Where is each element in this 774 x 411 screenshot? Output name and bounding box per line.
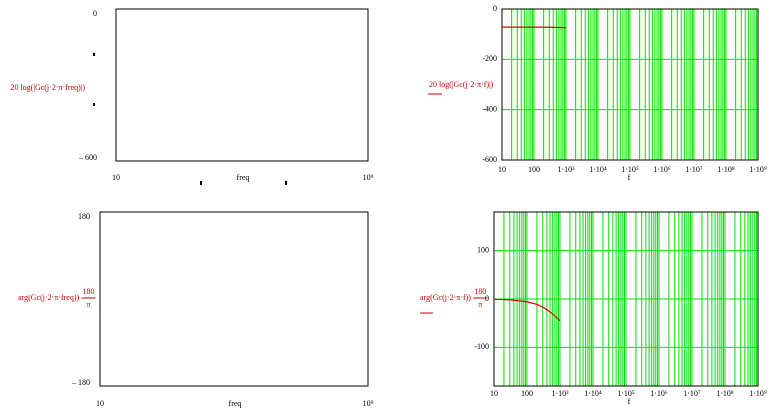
y-tick-label: 0: [93, 9, 97, 18]
y-tick-label: 180: [78, 212, 90, 221]
y-tick-label: 100: [477, 245, 489, 254]
x-axis-label: f: [628, 173, 631, 182]
x-tick-label: 1·10⁵: [621, 165, 639, 174]
y-axis-label: 20 log(|Gc(j·2·π·f)|): [429, 80, 494, 89]
x-tick-label: 1·10⁶: [653, 165, 671, 174]
y-label-denominator: π: [87, 300, 91, 309]
x-axis-label: freq: [229, 399, 242, 408]
y-axis-label: 20 log(|Gc(j·2·π·freq)|): [10, 83, 85, 92]
y-axis-label: arg(Gc(j·2·π·f)): [420, 293, 471, 302]
x-tick-label: 100: [528, 165, 540, 174]
x-tick-label: 10⁹: [363, 173, 374, 182]
y-tick-label: 0: [493, 4, 497, 13]
x-axis-label: freq: [237, 173, 250, 182]
x-tick-label: 10: [96, 399, 104, 408]
handle: [93, 53, 95, 56]
x-axis-label: f: [628, 397, 631, 406]
x-tick-label: 1·10³: [551, 389, 569, 398]
y-tick-label: – 180: [71, 378, 90, 387]
x-tick-label: 1·10⁷: [685, 165, 703, 174]
x-tick-label: 10: [490, 389, 498, 398]
y-tick-label: -600: [482, 155, 497, 164]
y-axis-label: arg(Gc(j·2·π·freq)): [18, 293, 80, 302]
handle: [285, 181, 287, 185]
x-tick-label: 10⁹: [363, 399, 374, 408]
y-label-denominator: π: [478, 300, 482, 309]
handle: [93, 103, 95, 106]
x-tick-label: 1·10⁵: [617, 389, 635, 398]
y-tick-label: -100: [474, 342, 489, 351]
x-tick-label: 1·10⁶: [650, 389, 668, 398]
series-line: [502, 26, 567, 29]
x-tick-label: 1·10⁹: [749, 165, 767, 174]
plot-frame: [493, 211, 759, 387]
y-tick-label: -200: [482, 54, 497, 63]
x-tick-label: 10: [498, 165, 506, 174]
plot-frame: [115, 8, 369, 162]
x-tick-label: 1·10³: [557, 165, 575, 174]
x-tick-label: 1·10⁹: [749, 389, 767, 398]
y-label-numerator: 180: [83, 287, 95, 296]
x-tick-label: 1·10⁸: [716, 389, 734, 398]
x-tick-label: 1·10⁴: [589, 165, 607, 174]
x-tick-label: 1·10⁸: [717, 165, 735, 174]
x-tick-label: 10: [112, 173, 120, 182]
series-line: [493, 298, 561, 322]
y-tick-label: -400: [482, 104, 497, 113]
y-label-numerator: 180: [474, 287, 486, 296]
x-tick-label: 100: [521, 389, 533, 398]
plot-frame: [501, 8, 759, 161]
plot-frame: [99, 211, 369, 387]
x-tick-label: 1·10⁴: [584, 389, 602, 398]
y-tick-label: – 600: [78, 153, 97, 162]
handle: [200, 181, 202, 185]
x-tick-label: 1·10⁷: [683, 389, 701, 398]
